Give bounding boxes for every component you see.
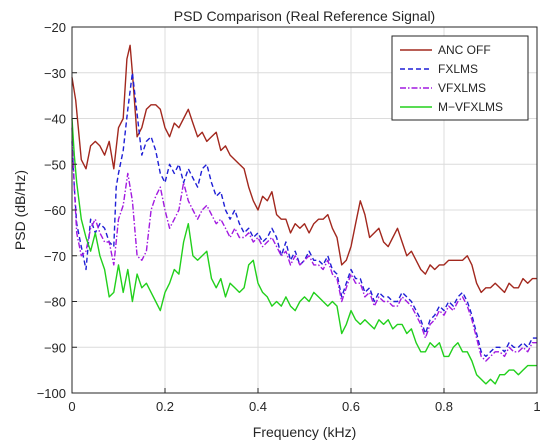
x-tick-label: 0.8 bbox=[435, 399, 453, 414]
series-layer bbox=[71, 44, 537, 385]
y-tick-label: −30 bbox=[44, 66, 66, 81]
legend-label-2: VFXLMS bbox=[438, 81, 486, 95]
x-tick-label: 0.2 bbox=[156, 399, 174, 414]
legend-label-0: ANC OFF bbox=[438, 43, 491, 57]
legend-label-1: FXLMS bbox=[438, 62, 478, 76]
series-line-0 bbox=[71, 44, 537, 294]
x-tick-label: 1 bbox=[533, 399, 540, 414]
x-tick-label: 0.6 bbox=[342, 399, 360, 414]
ticks: 0 0.2 0.4 0.6 0.8 1 −20 −30 −40 −50 −60 −70 −80 −90 −1… bbox=[37, 20, 541, 414]
x-tick-label: 0.4 bbox=[249, 399, 267, 414]
y-tick-label: −40 bbox=[44, 112, 66, 127]
x-tick-label: 0 bbox=[68, 399, 75, 414]
y-tick-label: −100 bbox=[37, 386, 66, 401]
series-line-3 bbox=[71, 118, 537, 385]
chart-title: PSD Comparison (Real Reference Signal) bbox=[174, 8, 435, 24]
y-tick-label: −20 bbox=[44, 20, 66, 35]
y-tick-label: −70 bbox=[44, 249, 66, 264]
y-tick-label: −60 bbox=[44, 203, 66, 218]
y-tick-label: −90 bbox=[44, 340, 66, 355]
series-line-1 bbox=[71, 72, 537, 358]
x-axis-label: Frequency (kHz) bbox=[253, 424, 356, 440]
legend-label-3: M−VFXLMS bbox=[438, 100, 503, 114]
y-tick-label: −80 bbox=[44, 295, 66, 310]
legend: ANC OFF FXLMS VFXLMS M−VFXLMS bbox=[391, 35, 529, 121]
y-axis-label: PSD (dB/Hz) bbox=[12, 170, 28, 250]
y-tick-label: −50 bbox=[44, 157, 66, 172]
